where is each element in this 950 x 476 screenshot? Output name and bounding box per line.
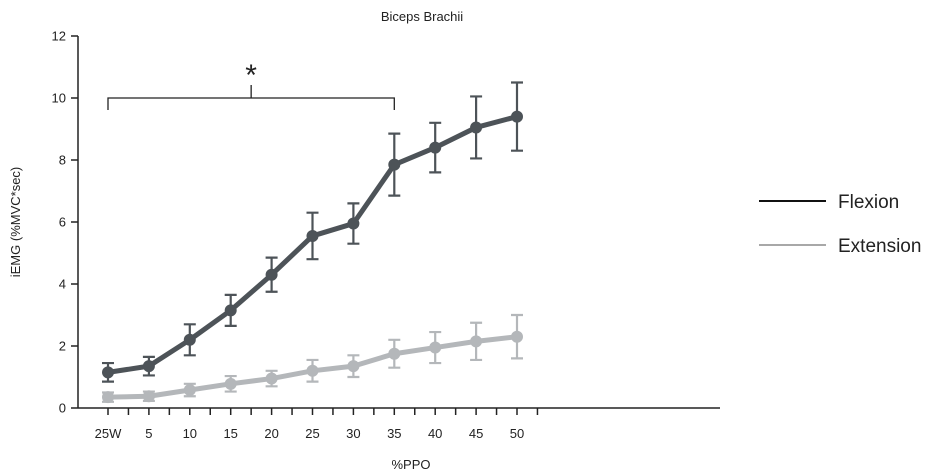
data-point <box>429 341 442 354</box>
data-point <box>142 390 155 403</box>
data-point <box>183 333 196 346</box>
significance-bracket <box>107 85 395 110</box>
x-tick-label: 35 <box>387 426 401 441</box>
data-point <box>265 372 278 385</box>
x-tick-label: 15 <box>223 426 237 441</box>
data-point <box>142 360 155 373</box>
data-point <box>102 366 114 379</box>
x-tick-label: 25W <box>95 426 122 441</box>
y-tick-label: 4 <box>59 277 66 292</box>
data-point <box>224 304 237 317</box>
series-group <box>102 81 523 404</box>
series-extension <box>102 313 523 404</box>
x-tick-label: 40 <box>428 426 442 441</box>
data-point <box>306 229 319 242</box>
y-tick-label: 2 <box>59 339 66 354</box>
data-point <box>470 121 483 134</box>
y-tick-label: 0 <box>59 401 66 416</box>
x-tick-label: 50 <box>510 426 524 441</box>
data-point <box>224 377 237 390</box>
legend: Flexion Extension <box>759 192 921 257</box>
y-tick-label: 10 <box>52 91 66 106</box>
data-point <box>511 330 523 343</box>
x-axis: 25W 5 10 15 20 25 30 35 40 45 50 <box>78 407 720 441</box>
y-axis-title: iEMG (%MVC*sec) <box>8 167 23 278</box>
data-point <box>306 364 319 377</box>
chart-title: Biceps Brachii <box>381 9 463 24</box>
series-flexion <box>102 81 523 383</box>
data-point <box>347 217 360 230</box>
x-tick-label: 25 <box>305 426 319 441</box>
y-tick-label: 12 <box>52 29 66 44</box>
data-point <box>347 360 360 373</box>
significance-annotation: * <box>107 59 395 110</box>
x-tick-label: 10 <box>183 426 197 441</box>
significance-marker: * <box>245 59 257 92</box>
y-tick-label: 8 <box>59 153 66 168</box>
y-tick-label: 6 <box>59 215 66 230</box>
x-tick-label: 20 <box>264 426 278 441</box>
legend-label: Flexion <box>838 192 899 213</box>
data-point <box>470 335 483 348</box>
data-point <box>511 110 523 123</box>
data-point <box>102 391 114 404</box>
x-tick-label: 30 <box>346 426 360 441</box>
x-axis-title: %PPO <box>391 457 430 472</box>
data-point <box>429 141 442 154</box>
x-tick-label: 45 <box>469 426 483 441</box>
data-point <box>265 268 278 281</box>
data-point <box>388 347 401 360</box>
x-tick-label: 5 <box>145 426 152 441</box>
legend-label: Extension <box>838 236 921 257</box>
data-point <box>388 158 401 171</box>
data-point <box>183 384 196 397</box>
y-axis: 0 2 4 6 8 10 12 <box>52 29 79 416</box>
